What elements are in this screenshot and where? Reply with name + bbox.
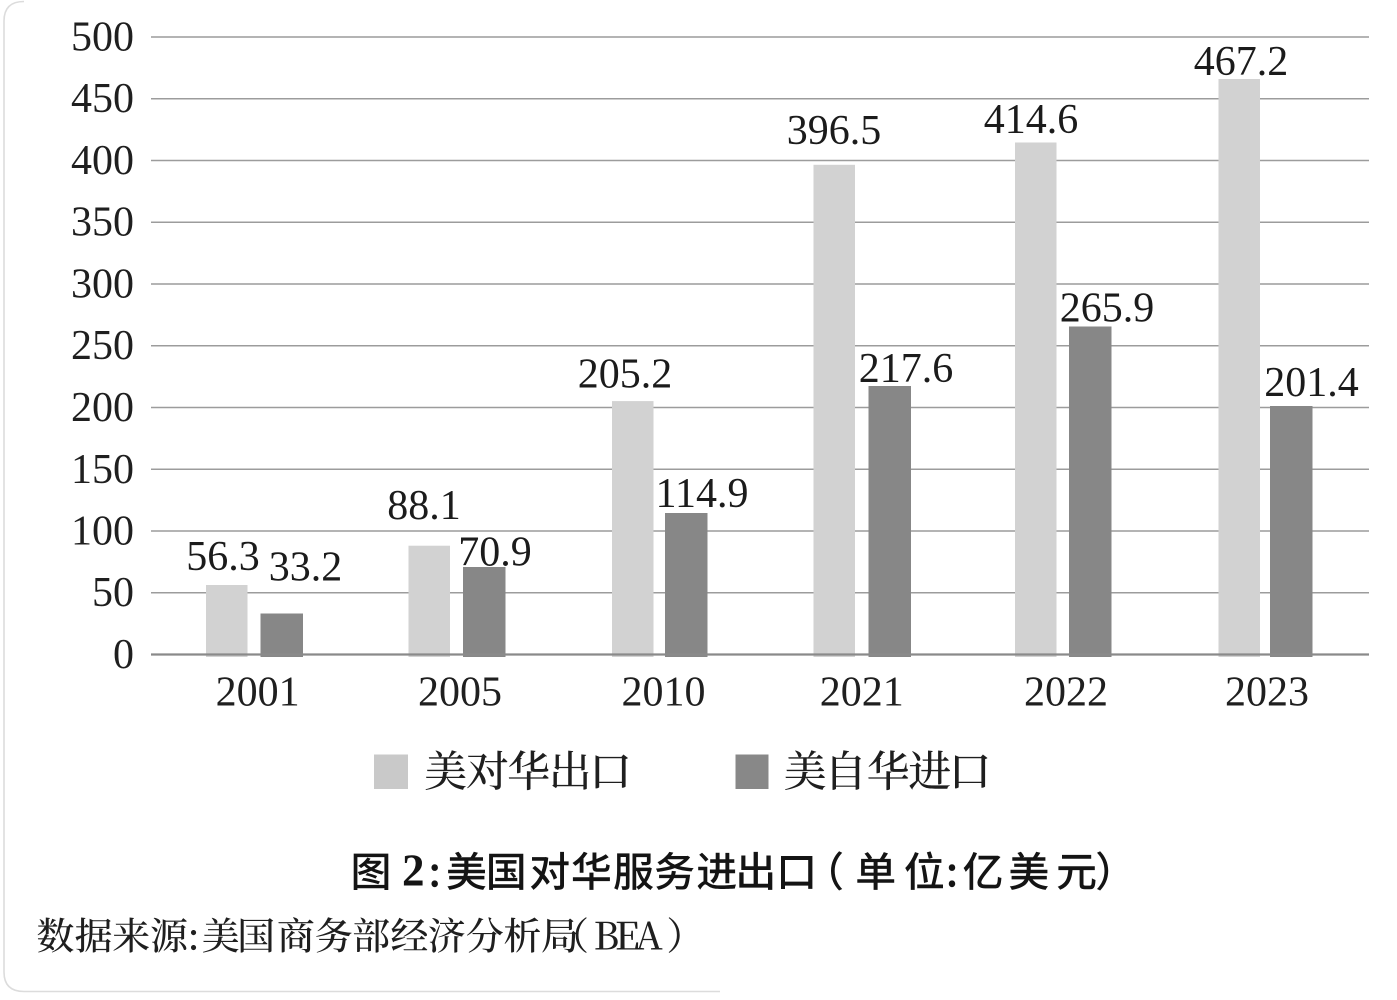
svg-text:500: 500: [71, 15, 134, 61]
svg-text:217.6: 217.6: [859, 346, 954, 392]
svg-text:300: 300: [71, 262, 134, 308]
svg-text:50: 50: [92, 570, 134, 616]
svg-text:100: 100: [71, 509, 134, 555]
svg-text:265.9: 265.9: [1060, 286, 1155, 332]
svg-text:450: 450: [71, 76, 134, 122]
svg-text:2022: 2022: [1024, 670, 1108, 716]
svg-text:33.2: 33.2: [269, 545, 343, 591]
svg-text:467.2: 467.2: [1194, 39, 1289, 85]
svg-text:201.4: 201.4: [1264, 360, 1359, 406]
svg-text:350: 350: [71, 200, 134, 246]
svg-text:0: 0: [113, 632, 134, 678]
svg-text:2005: 2005: [418, 670, 502, 716]
svg-text:56.3: 56.3: [186, 534, 260, 580]
svg-text:114.9: 114.9: [656, 471, 749, 517]
svg-text:205.2: 205.2: [578, 352, 673, 398]
svg-text:150: 150: [71, 447, 134, 493]
svg-text:200: 200: [71, 385, 134, 431]
svg-text:396.5: 396.5: [787, 108, 882, 154]
svg-text:400: 400: [71, 138, 134, 184]
svg-text:414.6: 414.6: [984, 97, 1079, 143]
svg-text:2021: 2021: [820, 670, 904, 716]
svg-text:88.1: 88.1: [387, 483, 461, 529]
svg-text:70.9: 70.9: [458, 530, 532, 576]
svg-text:2010: 2010: [622, 670, 706, 716]
svg-text:250: 250: [71, 323, 134, 369]
svg-text:2023: 2023: [1225, 670, 1309, 716]
svg-text:2: 2: [402, 846, 425, 896]
svg-text:2001: 2001: [216, 670, 300, 716]
